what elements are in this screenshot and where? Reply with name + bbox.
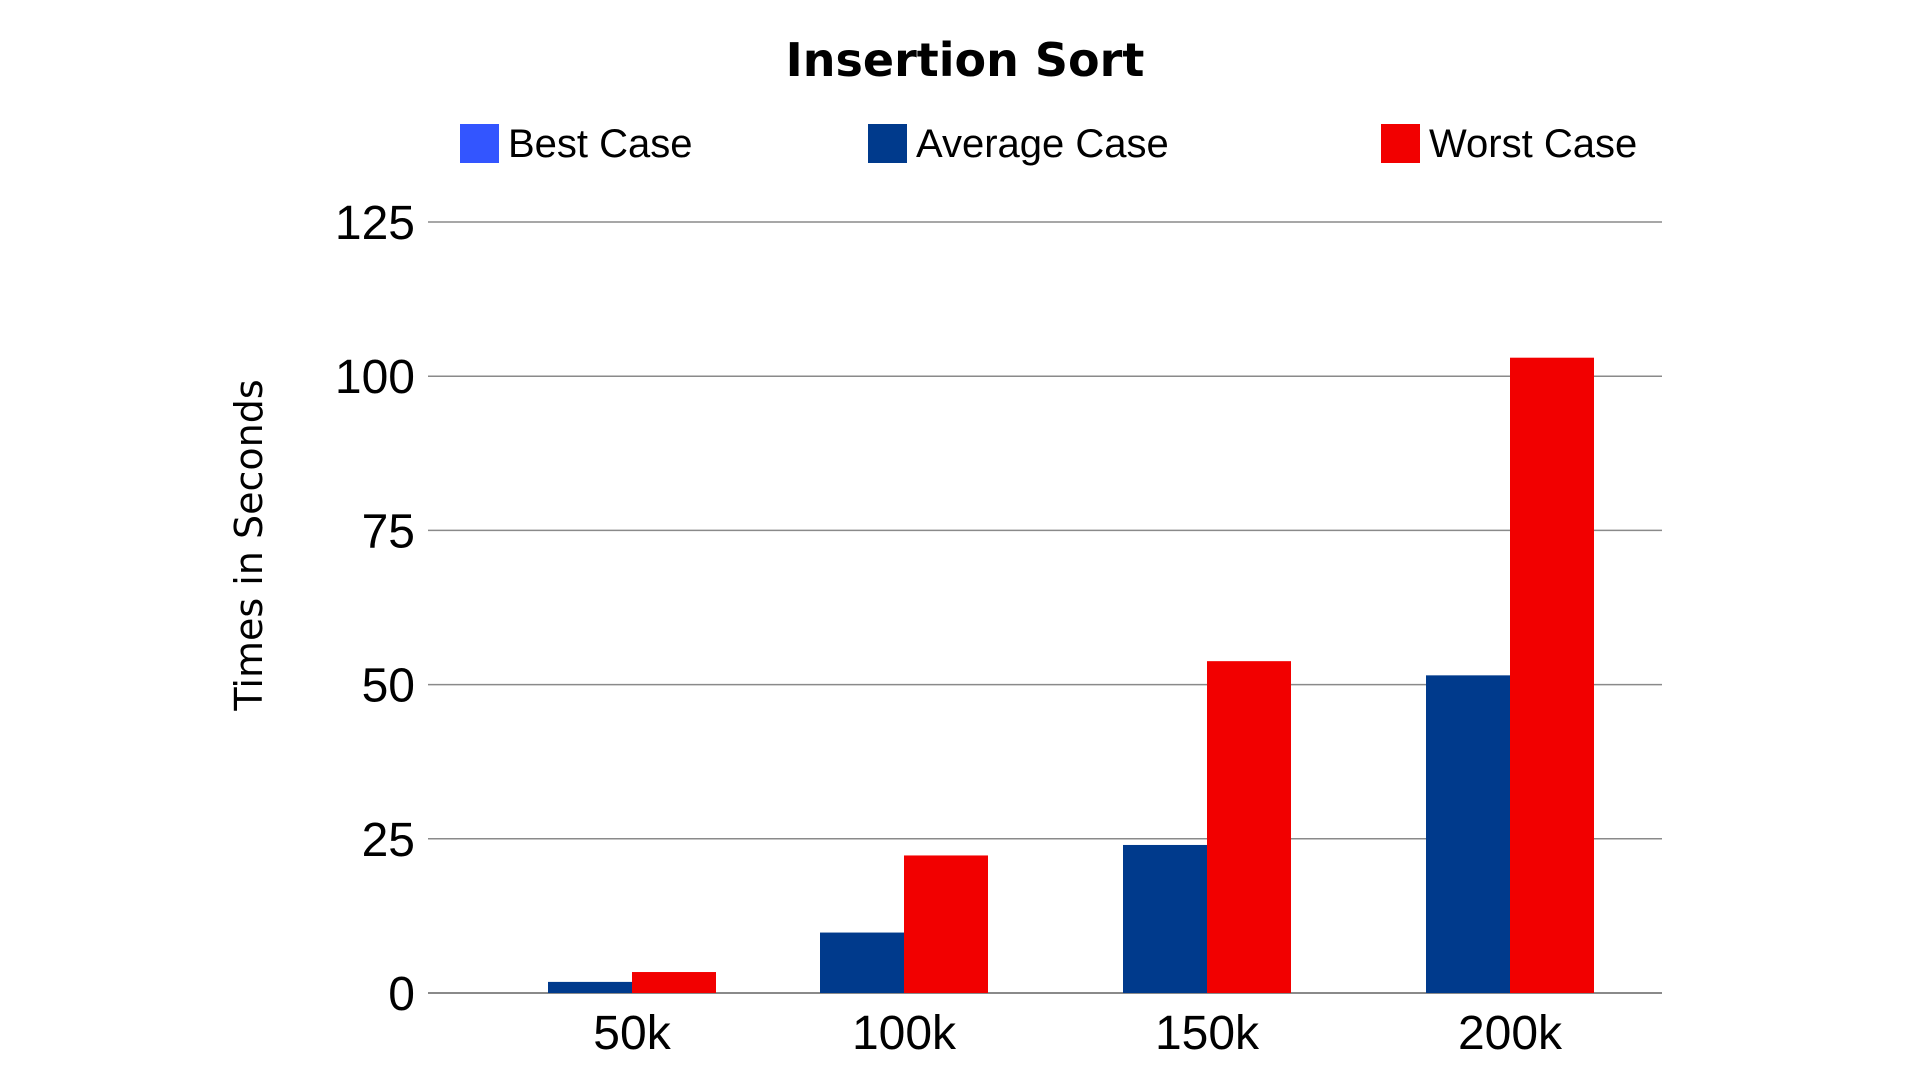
bar-worst-case-150k <box>1207 661 1291 993</box>
y-axis-ticks: 0 25 50 75 100 125 <box>335 197 415 1021</box>
x-tick-label-150k: 150k <box>1155 1007 1260 1060</box>
x-axis-ticks: 50k 100k 150k 200k <box>593 1007 1563 1060</box>
bar-worst-case-200k <box>1510 357 1594 993</box>
y-tick-label-75: 75 <box>362 505 415 558</box>
x-tick-label-100k: 100k <box>852 1007 957 1060</box>
legend: Best Case Average Case Worst Case <box>460 122 1637 166</box>
y-tick-label-50: 50 <box>362 660 415 713</box>
legend-swatch-average-case <box>868 124 907 163</box>
bar-worst-case-50k <box>632 972 716 993</box>
y-tick-label-100: 100 <box>335 351 415 404</box>
legend-label-best-case: Best Case <box>508 122 693 166</box>
bar-average-case-50k <box>548 981 632 993</box>
bar-average-case-200k <box>1426 675 1510 993</box>
legend-label-worst-case: Worst Case <box>1429 122 1637 166</box>
legend-swatch-worst-case <box>1381 124 1420 163</box>
y-tick-label-125: 125 <box>335 197 415 250</box>
legend-label-average-case: Average Case <box>916 122 1169 166</box>
bar-worst-case-100k <box>904 855 988 993</box>
y-tick-label-25: 25 <box>362 814 415 867</box>
bar-average-case-150k <box>1123 844 1207 993</box>
y-tick-label-0: 0 <box>388 968 415 1021</box>
chart-title: Insertion Sort <box>786 33 1145 87</box>
legend-swatch-best-case <box>460 124 499 163</box>
bar-average-case-100k <box>820 932 904 993</box>
y-axis-title: Times in Seconds <box>227 379 271 711</box>
x-tick-label-50k: 50k <box>593 1007 671 1060</box>
x-tick-label-200k: 200k <box>1458 1007 1563 1060</box>
bars <box>548 357 1594 993</box>
